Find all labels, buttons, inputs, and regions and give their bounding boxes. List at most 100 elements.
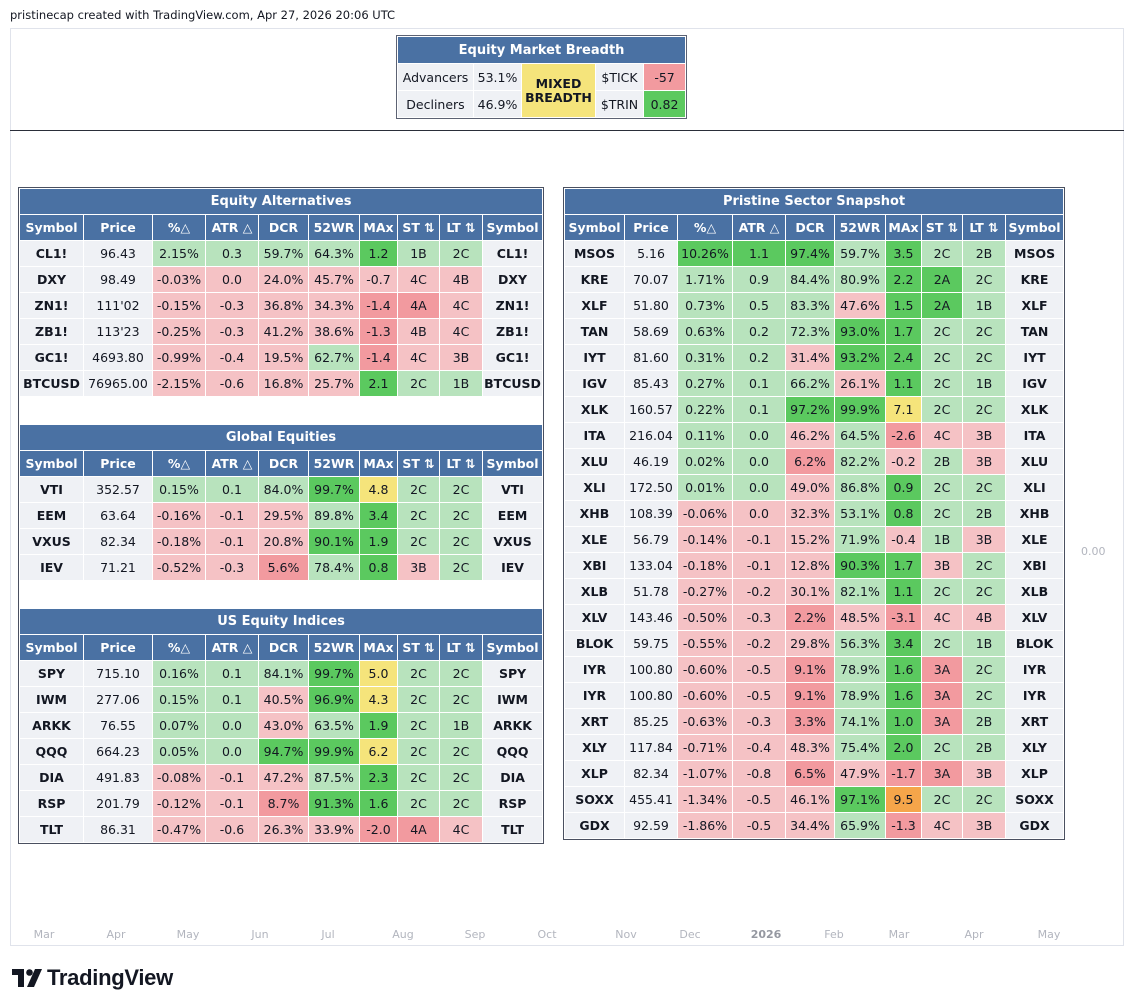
symbol-cell: IGV [1004, 370, 1065, 397]
dcr-cell: 72.3% [785, 318, 835, 345]
dcr-cell: 3.3% [785, 708, 835, 735]
atr-change-cell: -0.3 [205, 318, 259, 345]
symbol-cell: XLI [1004, 474, 1065, 501]
st-cell: 2C [921, 240, 963, 267]
horizontal-line[interactable] [10, 130, 1124, 131]
pct-change-cell: 0.15% [152, 476, 206, 503]
column-header: DCR [785, 214, 835, 241]
max-cell: 1.6 [885, 682, 922, 709]
symbol-cell: IYT [564, 344, 625, 371]
lt-cell: 1B [962, 292, 1006, 319]
atr-change-cell: -0.2 [732, 578, 786, 605]
dcr-cell: 9.1% [785, 656, 835, 683]
dcr-cell: 8.7% [258, 790, 309, 817]
price-cell: 216.04 [624, 422, 678, 449]
symbol-cell: XHB [1004, 500, 1065, 527]
symbol-cell: XLY [1004, 734, 1065, 761]
dcr-cell: 16.8% [258, 370, 309, 397]
symbol-cell: ITA [564, 422, 625, 449]
atr-change-cell: -0.1 [205, 790, 259, 817]
symbol-cell: XLU [1004, 448, 1065, 475]
table-row: XLY 117.84 -0.71% -0.4 48.3% 75.4% 2.0 2C 2B XLY [564, 734, 1065, 761]
table-row: BTCUSD 76965.00 -2.15% -0.6 16.8% 25.7% 2.1 2C 1… [19, 370, 544, 397]
symbol-cell: VTI [481, 476, 544, 503]
lt-cell: 1B [439, 370, 483, 397]
tradingview-logo[interactable]: TradingView [12, 965, 173, 991]
atr-change-cell: 0.1 [205, 686, 259, 713]
column-header: DCR [258, 634, 309, 661]
column-header: LT ⇅ [439, 450, 483, 477]
pct-change-cell: 0.02% [677, 448, 733, 475]
price-cell: 201.79 [83, 790, 153, 817]
price-cell: 56.79 [624, 526, 678, 553]
price-cell: 70.07 [624, 266, 678, 293]
time-axis-label: Sep [464, 928, 486, 941]
table-row: XHB 108.39 -0.06% 0.0 32.3% 53.1% 0.8 2C 2B XHB [564, 500, 1065, 527]
pct-change-cell: 10.26% [677, 240, 733, 267]
time-axis-label: May [1037, 928, 1061, 941]
dcr-cell: 84.4% [785, 266, 835, 293]
column-header: MAx [359, 214, 398, 241]
time-axis-label: Mar [33, 928, 55, 941]
price-cell: 277.06 [83, 686, 153, 713]
pct-change-cell: 0.27% [677, 370, 733, 397]
max-cell: 0.8 [359, 554, 398, 581]
max-cell: -1.4 [359, 292, 398, 319]
st-cell: 2C [921, 630, 963, 657]
column-header: DCR [258, 214, 309, 241]
lt-cell: 2C [439, 528, 483, 555]
dcr-cell: 6.2% [785, 448, 835, 475]
symbol-cell: CL1! [19, 240, 84, 267]
dcr-cell: 29.5% [258, 502, 309, 529]
price-cell: 172.50 [624, 474, 678, 501]
symbol-cell: ITA [1004, 422, 1065, 449]
price-cell: 46.19 [624, 448, 678, 475]
max-cell: 1.2 [359, 240, 398, 267]
price-cell: 4693.80 [83, 344, 153, 371]
max-cell: 4.8 [359, 476, 398, 503]
table-row: XLK 160.57 0.22% 0.1 97.2% 99.9% 7.1 2C 2C XLK [564, 396, 1065, 423]
max-cell: 1.9 [359, 712, 398, 739]
max-cell: -0.4 [885, 526, 922, 553]
max-cell: 2.3 [359, 764, 398, 791]
pct-change-cell: -1.07% [677, 760, 733, 787]
52wr-cell: 82.1% [834, 578, 886, 605]
52wr-cell: 65.9% [834, 812, 886, 839]
tick-label: $TICK [595, 63, 644, 91]
spacer-cell [19, 396, 543, 425]
tick-value: -57 [642, 63, 687, 91]
pct-change-cell: -1.86% [677, 812, 733, 839]
price-cell: 117.84 [624, 734, 678, 761]
dcr-cell: 32.3% [785, 500, 835, 527]
st-cell: 1B [397, 240, 440, 267]
column-header: DCR [258, 450, 309, 477]
pct-change-cell: -0.52% [152, 554, 206, 581]
symbol-cell: TAN [564, 318, 625, 345]
breadth-table: Equity Market Breadth Advancers 53.1% MI… [395, 35, 688, 119]
column-header: ST ⇅ [397, 634, 440, 661]
table-row: IGV 85.43 0.27% 0.1 66.2% 26.1% 1.1 2C 1B IGV [564, 370, 1065, 397]
table-row: XLE 56.79 -0.14% -0.1 15.2% 71.9% -0.4 1B 3B XLE [564, 526, 1065, 553]
price-cell: 76965.00 [83, 370, 153, 397]
dcr-cell: 6.5% [785, 760, 835, 787]
column-header-row: Symbol Price %△ ATR △ DCR 52WR MAx ST ⇅ LT ⇅ Symb… [564, 214, 1065, 241]
symbol-cell: XLB [1004, 578, 1065, 605]
decliners-label: Decliners [397, 90, 474, 118]
max-cell: 1.1 [885, 370, 922, 397]
atr-change-cell: 0.5 [732, 292, 786, 319]
pct-change-cell: -0.63% [677, 708, 733, 735]
table-row: XBI 133.04 -0.18% -0.1 12.8% 90.3% 1.7 3B 2C XBI [564, 552, 1065, 579]
table-row: XLP 82.34 -1.07% -0.8 6.5% 47.9% -1.7 3A 3B XLP [564, 760, 1065, 787]
max-cell: -1.4 [359, 344, 398, 371]
table-row: XLV 143.46 -0.50% -0.3 2.2% 48.5% -3.1 4C 4B XLV [564, 604, 1065, 631]
atr-change-cell: 0.0 [732, 422, 786, 449]
symbol-cell: BTCUSD [19, 370, 84, 397]
lt-cell: 2C [962, 656, 1006, 683]
price-cell: 5.16 [624, 240, 678, 267]
lt-cell: 4C [439, 292, 483, 319]
symbol-cell: TAN [1004, 318, 1065, 345]
dcr-cell: 97.2% [785, 396, 835, 423]
atr-change-cell: 0.1 [732, 370, 786, 397]
symbol-cell: KRE [1004, 266, 1065, 293]
column-header: MAx [359, 450, 398, 477]
